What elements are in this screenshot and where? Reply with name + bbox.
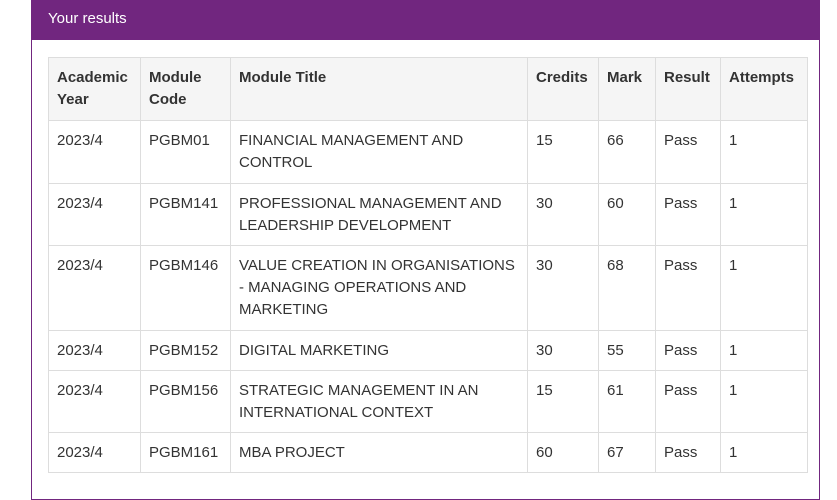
table-cell: STRATEGIC MANAGEMENT IN AN INTERNATIONAL… [230, 370, 528, 433]
table-cell: 30 [527, 330, 599, 371]
table-cell: MBA PROJECT [230, 432, 528, 473]
table-cell: 2023/4 [48, 120, 141, 184]
table-cell: 1 [720, 245, 808, 331]
table-cell: PROFESSIONAL MANAGEMENT AND LEADERSHIP D… [230, 183, 528, 246]
table-cell: FINANCIAL MANAGEMENT AND CONTROL [230, 120, 528, 184]
column-header: Attempts [720, 57, 808, 121]
table-cell: 30 [527, 245, 599, 331]
table-cell: 2023/4 [48, 330, 141, 371]
table-cell: 60 [527, 432, 599, 473]
table-cell: PGBM146 [140, 245, 231, 331]
results-panel: Your results Academic Year Module Code Mod… [31, 0, 820, 500]
table-cell: 15 [527, 120, 599, 184]
table-head: Academic Year Module Code Module Title Cred… [48, 57, 808, 121]
column-header: Module Code [140, 57, 231, 121]
table-cell: 2023/4 [48, 245, 141, 331]
table-body: 2023/4 PGBM01 FINANCIAL MANAGEMENT AND CON… [48, 120, 808, 473]
table-cell: 1 [720, 432, 808, 473]
table-cell: Pass [655, 432, 721, 473]
table-cell: 2023/4 [48, 183, 141, 246]
table-cell: Pass [655, 330, 721, 371]
table-row: 2023/4 PGBM146 VALUE CREATION IN ORGANISAT… [48, 245, 808, 331]
table-cell: Pass [655, 370, 721, 433]
table-cell: 15 [527, 370, 599, 433]
table-cell: 1 [720, 370, 808, 433]
table-cell: PGBM161 [140, 432, 231, 473]
table-cell: Pass [655, 245, 721, 331]
column-header: Mark [598, 57, 656, 121]
table-row: 2023/4 PGBM156 STRATEGIC MANAGEMENT IN AN … [48, 370, 808, 433]
table-cell: PGBM141 [140, 183, 231, 246]
column-header: Result [655, 57, 721, 121]
table-cell: 30 [527, 183, 599, 246]
table-cell: PGBM01 [140, 120, 231, 184]
table-cell: 60 [598, 183, 656, 246]
table-cell: 2023/4 [48, 432, 141, 473]
table-row: 2023/4 PGBM152 DIGITAL MARKETING 30 55 Pass 1 [48, 330, 808, 371]
table-cell: 1 [720, 120, 808, 184]
table-cell: DIGITAL MARKETING [230, 330, 528, 371]
table-cell: Pass [655, 183, 721, 246]
table-row: 2023/4 PGBM01 FINANCIAL MANAGEMENT AND CON… [48, 120, 808, 184]
results-table: Academic Year Module Code Module Title Cred… [48, 57, 808, 473]
table-row: 2023/4 PGBM161 MBA PROJECT 60 67 Pass 1 [48, 432, 808, 473]
table-cell: 67 [598, 432, 656, 473]
column-header: Academic Year [48, 57, 141, 121]
table-cell: VALUE CREATION IN ORGANISATIONS - MANAGI… [230, 245, 528, 331]
table-cell: 2023/4 [48, 370, 141, 433]
table-cell: PGBM152 [140, 330, 231, 371]
column-header: Module Title [230, 57, 528, 121]
header-row: Academic Year Module Code Module Title Cred… [48, 57, 808, 121]
panel-title: Your results [32, 0, 819, 40]
column-header: Credits [527, 57, 599, 121]
table-cell: PGBM156 [140, 370, 231, 433]
table-cell: 55 [598, 330, 656, 371]
table-cell: 1 [720, 183, 808, 246]
table-cell: 66 [598, 120, 656, 184]
table-row: 2023/4 PGBM141 PROFESSIONAL MANAGEMENT AND… [48, 183, 808, 246]
table-cell: 1 [720, 330, 808, 371]
table-cell: 68 [598, 245, 656, 331]
table-cell: 61 [598, 370, 656, 433]
table-cell: Pass [655, 120, 721, 184]
